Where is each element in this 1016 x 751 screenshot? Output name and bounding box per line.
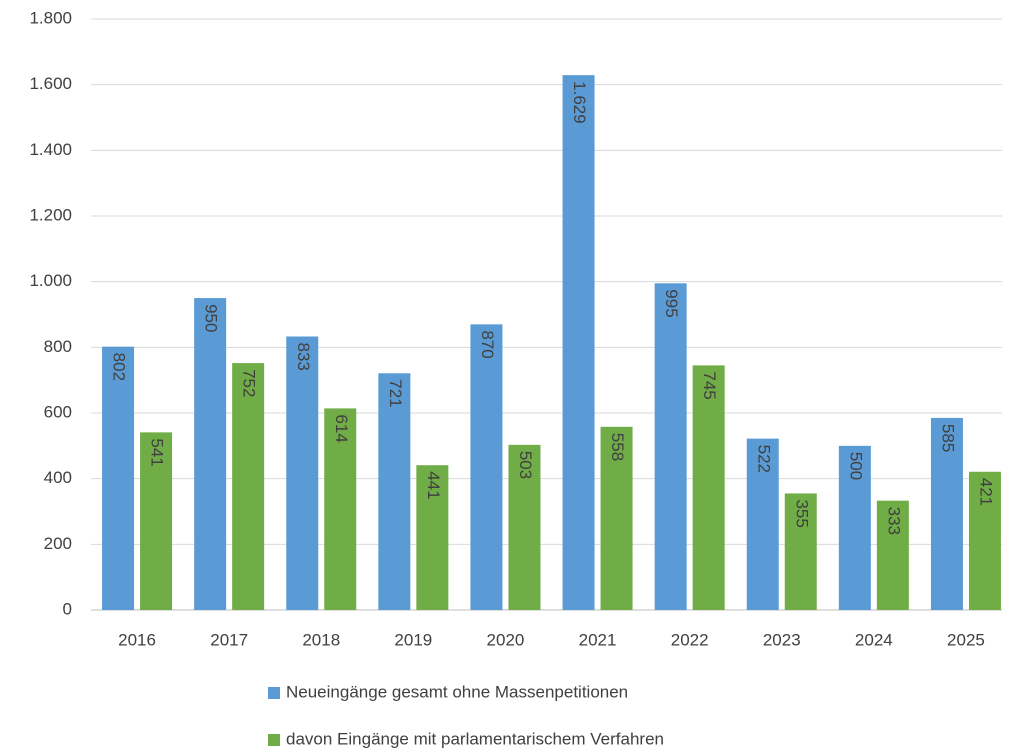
- y-tick-label: 1.200: [29, 205, 72, 224]
- data-label: 441: [424, 471, 443, 499]
- x-tick-label: 2020: [487, 630, 525, 649]
- data-label: 503: [516, 451, 535, 479]
- data-label: 721: [386, 379, 405, 407]
- y-tick-label: 600: [44, 402, 72, 421]
- bar: [654, 283, 687, 610]
- y-tick-label: 400: [44, 468, 72, 487]
- bar: [232, 363, 265, 610]
- legend-swatch: [268, 687, 280, 699]
- data-label: 558: [608, 433, 627, 461]
- x-tick-label: 2021: [579, 630, 617, 649]
- data-label: 585: [938, 424, 957, 452]
- data-label: 541: [148, 438, 167, 466]
- bar: [876, 500, 909, 610]
- x-tick-label: 2024: [855, 630, 893, 649]
- bar: [140, 432, 173, 610]
- y-tick-label: 1.400: [29, 140, 72, 159]
- data-label: 500: [846, 452, 865, 480]
- legend-label: Neueingänge gesamt ohne Massenpetitionen: [286, 682, 628, 701]
- data-label: 1.629: [570, 81, 589, 124]
- x-tick-label: 2023: [763, 630, 801, 649]
- data-label: 870: [478, 330, 497, 358]
- data-label: 995: [662, 289, 681, 317]
- x-tick-label: 2019: [394, 630, 432, 649]
- y-tick-label: 1.800: [29, 8, 72, 27]
- y-tick-label: 0: [63, 599, 72, 618]
- bar: [930, 417, 963, 610]
- data-label: 833: [294, 342, 313, 370]
- bar: [470, 324, 503, 610]
- data-label: 802: [110, 353, 129, 381]
- data-label: 745: [700, 371, 719, 399]
- data-label: 355: [792, 499, 811, 527]
- bar: [286, 336, 319, 610]
- bar: [562, 75, 595, 610]
- bar: [416, 465, 449, 610]
- legend-label: davon Eingänge mit parlamentarischem Ver…: [286, 729, 664, 748]
- bar: [600, 426, 633, 610]
- bar: [692, 365, 725, 610]
- data-label: 614: [332, 414, 351, 442]
- bar: [968, 471, 1001, 610]
- bar: [746, 438, 779, 610]
- bar: [378, 373, 411, 610]
- data-label: 421: [976, 478, 995, 506]
- data-label: 333: [884, 507, 903, 535]
- data-label: 522: [754, 445, 773, 473]
- x-tick-label: 2018: [302, 630, 340, 649]
- data-label: 950: [202, 304, 221, 332]
- bar: [838, 445, 871, 610]
- x-tick-label: 2022: [671, 630, 709, 649]
- bar: [784, 493, 817, 610]
- y-tick-label: 1.600: [29, 74, 72, 93]
- bar: [324, 408, 357, 610]
- y-tick-label: 800: [44, 337, 72, 356]
- y-tick-label: 1.000: [29, 271, 72, 290]
- data-label: 752: [240, 369, 259, 397]
- x-tick-label: 2016: [118, 630, 156, 649]
- x-tick-label: 2025: [947, 630, 985, 649]
- bar: [102, 346, 135, 610]
- legend-swatch: [268, 734, 280, 746]
- bar: [194, 298, 227, 610]
- bar: [508, 444, 541, 610]
- x-tick-label: 2017: [210, 630, 248, 649]
- y-tick-label: 200: [44, 534, 72, 553]
